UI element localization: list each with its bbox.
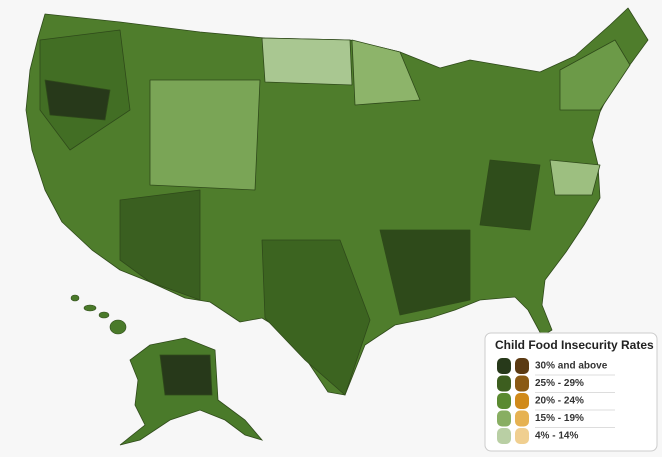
hawaii-island bbox=[109, 319, 127, 335]
legend-title: Child Food Insecurity Rates bbox=[495, 338, 654, 352]
region-upper-midwest bbox=[351, 39, 421, 106]
alaska-dark bbox=[159, 354, 213, 396]
region-northeast bbox=[559, 39, 631, 111]
hawaii-island bbox=[70, 294, 80, 302]
region-mountain bbox=[149, 79, 261, 191]
hawaii bbox=[70, 294, 127, 335]
legend-label: 20% - 24% bbox=[535, 396, 584, 407]
region-south bbox=[379, 229, 471, 316]
region-texas bbox=[261, 239, 371, 396]
legend-swatch bbox=[515, 375, 529, 392]
region-southwest bbox=[119, 189, 201, 301]
legend-swatch bbox=[497, 375, 511, 392]
legend-swatch bbox=[497, 393, 511, 409]
legend-swatch bbox=[515, 410, 529, 427]
legend-items: 30% and above 25% - 29% 20% - 24% 15% - 19%… bbox=[497, 358, 615, 444]
contiguous-us bbox=[25, 7, 649, 396]
legend-swatch bbox=[497, 428, 511, 444]
legend-swatch bbox=[497, 358, 511, 374]
legend-label: 30% and above bbox=[535, 361, 608, 372]
region-oregon bbox=[44, 79, 111, 121]
legend-swatch bbox=[515, 393, 529, 409]
legend-swatch bbox=[515, 428, 529, 444]
alaska bbox=[119, 337, 264, 446]
legend-label: 15% - 19% bbox=[535, 413, 584, 424]
legend-swatch bbox=[515, 358, 529, 374]
region-northern-plains bbox=[261, 37, 353, 86]
hawaii-island bbox=[98, 311, 110, 319]
legend-swatch bbox=[497, 410, 511, 427]
region-appalachia bbox=[479, 159, 541, 231]
region-virginia bbox=[549, 159, 601, 196]
legend: Child Food Insecurity Rates 30% and abov… bbox=[484, 332, 658, 452]
legend-label: 4% - 14% bbox=[535, 431, 578, 442]
hawaii-island bbox=[83, 304, 97, 312]
legend-label: 25% - 29% bbox=[535, 378, 584, 389]
